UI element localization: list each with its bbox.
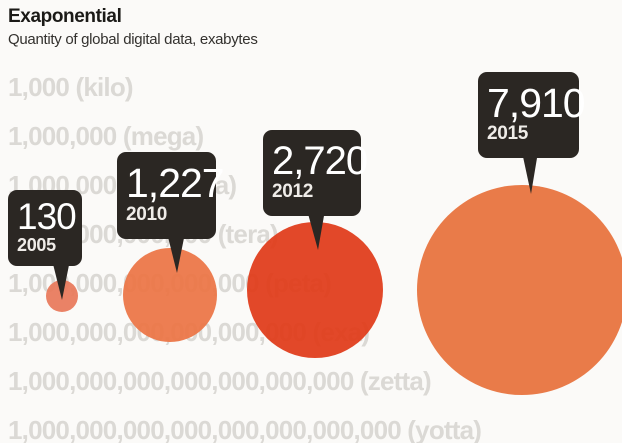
chart-header: Exaponential Quantity of global digital … bbox=[8, 6, 258, 49]
callout-value-2015: 7,910 bbox=[487, 79, 586, 126]
callout-year-2010: 2010 bbox=[126, 203, 168, 225]
callout-value-2005: 130 bbox=[17, 196, 77, 238]
callout-tail-2015 bbox=[522, 152, 544, 194]
bubble-2010 bbox=[123, 248, 217, 342]
callout-year-2015: 2015 bbox=[487, 123, 529, 145]
callout-tail-2005 bbox=[52, 260, 74, 300]
callout-value-2010: 1,227 bbox=[126, 160, 225, 207]
callout-tail-2012 bbox=[307, 210, 329, 250]
callout-year-2005: 2005 bbox=[17, 234, 56, 255]
bubble-2015 bbox=[417, 185, 622, 395]
callout-tail-2010 bbox=[167, 233, 189, 273]
chart-subtitle: Quantity of global digital data, exabyte… bbox=[8, 31, 258, 48]
callout-box-2012: 2,720 2012 bbox=[263, 130, 368, 216]
callout-year-2012: 2012 bbox=[272, 180, 314, 202]
callout-box-2005: 130 2005 bbox=[8, 190, 82, 266]
bubble-2012 bbox=[247, 222, 383, 358]
page-title: Exaponential bbox=[8, 6, 122, 27]
callout-box-2010: 1,227 2010 bbox=[117, 152, 225, 239]
callout-box-2015: 7,910 2015 bbox=[478, 72, 586, 158]
callout-value-2012: 2,720 bbox=[272, 139, 368, 184]
